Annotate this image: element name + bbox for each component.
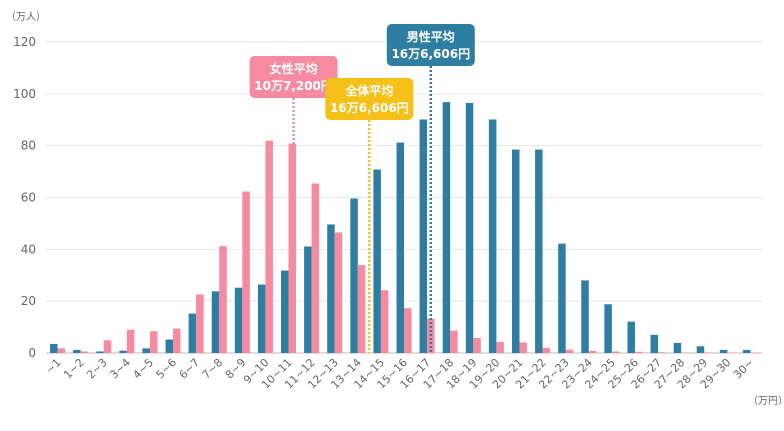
male-bar	[142, 348, 150, 353]
male-bar	[604, 304, 612, 353]
female-bar	[681, 352, 689, 353]
average-callout-box	[386, 24, 475, 66]
bars-layer	[50, 102, 758, 353]
y-tick-label: 120	[13, 35, 36, 49]
male-bar	[165, 339, 174, 353]
female-bar	[57, 348, 66, 353]
x-tick-label: 6~7	[177, 356, 203, 382]
female-bar	[173, 328, 181, 353]
y-tick-label: 100	[13, 87, 36, 101]
x-tick-label: ~1	[43, 356, 64, 377]
x-axis-unit-label: （万円）	[748, 395, 784, 407]
x-tick-label: 4~5	[130, 356, 156, 382]
male-bar	[281, 270, 289, 353]
female-bar	[611, 351, 620, 353]
female-bar	[126, 329, 135, 353]
male-bar	[581, 280, 589, 353]
male-bar	[73, 349, 81, 353]
male-bar	[558, 243, 566, 353]
x-tick-labels: ~11~22~33~44~55~66~77~88~99~1010~1111~12…	[43, 356, 757, 392]
male-bar	[327, 224, 335, 353]
male-bar	[211, 291, 220, 353]
female-bar	[311, 183, 320, 353]
female-bar	[196, 294, 204, 353]
average-callout-title: 全体平均	[344, 83, 393, 98]
female-bar	[588, 350, 597, 353]
male-bar	[396, 142, 404, 353]
male-bar	[119, 350, 127, 353]
female-bar	[149, 331, 158, 353]
male-bar	[350, 198, 358, 353]
female-bar	[288, 143, 297, 353]
female-bar	[704, 352, 712, 353]
female-bar	[380, 290, 389, 353]
average-callout-box	[325, 78, 414, 120]
female-bar	[450, 330, 458, 353]
y-tick-label: 60	[21, 191, 36, 205]
y-axis-unit-label: （万人）	[6, 11, 46, 23]
y-tick-label: 20	[21, 294, 36, 308]
x-tick-label: 1~2	[61, 356, 87, 382]
female-bar	[242, 191, 250, 353]
average-callout-title: 女性平均	[270, 61, 318, 76]
male-bar	[188, 313, 197, 353]
female-bar	[519, 342, 527, 353]
male-bar	[304, 246, 312, 353]
x-tick-label: 30~	[731, 356, 757, 382]
female-bar	[496, 341, 504, 353]
male-bar	[465, 102, 474, 353]
female-bar	[80, 351, 89, 353]
female-bar	[658, 352, 666, 353]
female-bar	[265, 140, 273, 353]
male-bar	[50, 343, 58, 353]
male-bar	[419, 119, 428, 353]
male-bar	[511, 149, 520, 353]
male-bar	[742, 349, 751, 353]
female-bar	[727, 352, 735, 353]
average-callout-value: 16万6,606円	[391, 47, 470, 61]
female-bar	[750, 352, 758, 353]
male-bar	[535, 149, 543, 353]
male-bar	[488, 119, 497, 353]
female-bar	[334, 232, 343, 353]
female-bar	[357, 265, 366, 353]
male-bar	[696, 346, 705, 353]
male-bar	[257, 284, 266, 353]
female-bar	[404, 308, 412, 353]
x-tick-label: 5~6	[154, 356, 180, 382]
male-bar	[719, 349, 728, 353]
male-bar	[96, 351, 104, 353]
female-bar	[634, 351, 643, 353]
male-bar	[442, 102, 451, 353]
average-callout-title: 男性平均	[407, 29, 455, 44]
average-callout-value: 16万6,606円	[330, 101, 409, 115]
x-tick-label: 7~8	[200, 356, 226, 382]
female-bar	[103, 340, 112, 353]
male-bar	[234, 287, 243, 353]
y-tick-label: 40	[21, 242, 36, 256]
average-callout-value: 10万7,200円	[254, 79, 333, 93]
y-tick-label: 0	[28, 346, 36, 360]
female-bar	[473, 337, 481, 353]
y-tick-label: 80	[21, 139, 36, 153]
x-tick-label: 3~4	[107, 356, 133, 382]
female-bar	[542, 347, 551, 353]
female-bar	[219, 246, 227, 353]
male-bar	[373, 169, 381, 353]
x-tick-label: 2~3	[84, 356, 110, 382]
male-bar	[627, 321, 635, 353]
average-callout-box	[249, 56, 338, 98]
female-bar	[565, 349, 574, 353]
male-bar	[673, 342, 682, 353]
male-bar	[650, 334, 659, 353]
